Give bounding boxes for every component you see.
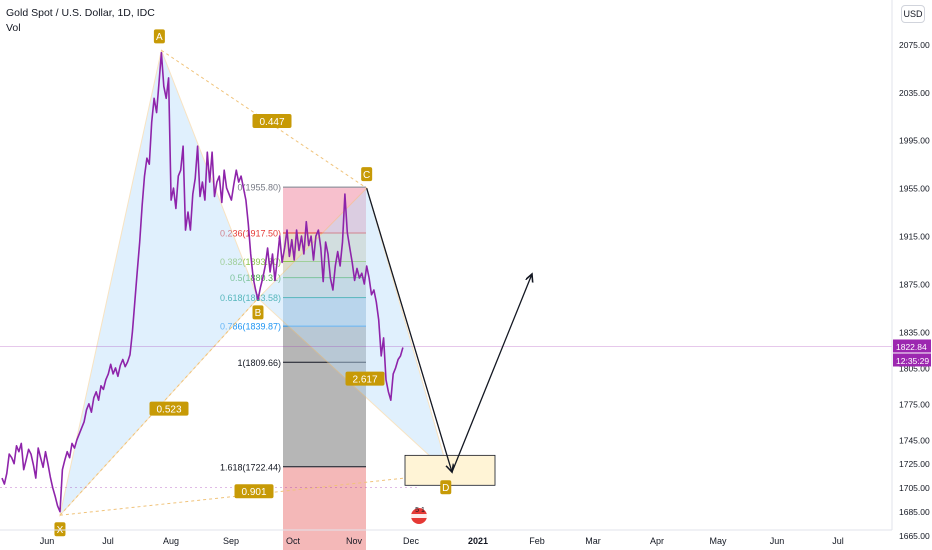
pattern-point-c-bg (361, 167, 373, 182)
price-axis-tick: 1745.00 (899, 435, 930, 445)
pattern-ratio-label-bg (149, 401, 189, 416)
ratio-line-ac (161, 49, 367, 189)
countdown-badge (893, 353, 931, 367)
volume-indicator-label[interactable]: Vol (6, 22, 21, 34)
price-axis-tick: 1995.00 (899, 136, 930, 146)
price-axis-tick: 1775.00 (899, 399, 930, 409)
pattern-ratio-label-bg (252, 114, 292, 129)
pattern-ratio-label: 2.617 (352, 374, 377, 385)
pattern-ratio-label-bg (345, 371, 385, 386)
time-axis-tick: 2021 (468, 536, 488, 546)
last-price-badge (893, 339, 931, 353)
pattern-ratio-label: 0.447 (259, 117, 284, 128)
price-axis-tick: 1915.00 (899, 232, 930, 242)
fib-level-label: 0.786(1839.87) (220, 322, 281, 332)
price-axis-tick: 2035.00 (899, 88, 930, 98)
price-axis-tick: 1955.00 (899, 184, 930, 194)
projection-arrow-down (366, 187, 452, 472)
fib-level-label: 0.382(1893.80) (220, 257, 281, 267)
price-axis-tick: 1835.00 (899, 327, 930, 337)
time-axis-tick: Jul (832, 536, 844, 546)
countdown-label: 12:35:29 (896, 356, 929, 366)
last-price-label: 1822.84 (896, 342, 927, 352)
time-axis-tick: Feb (529, 536, 545, 546)
pattern-ratio-label: 0.901 (241, 487, 266, 498)
fib-band (283, 277, 366, 298)
fib-level-label: 1.618(1722.44) (220, 462, 281, 472)
price-axis-tick: 1705.00 (899, 483, 930, 493)
event-flag-label: 5 1 (415, 507, 425, 514)
fib-level-label: 0.618(1863.58) (220, 293, 281, 303)
time-axis-tick: Jul (102, 536, 114, 546)
pattern-point-x-bg (54, 522, 66, 537)
time-axis-tick: Mar (585, 536, 601, 546)
fib-level-label: 1(1809.66) (237, 358, 281, 368)
price-axis-tick: 1685.00 (899, 507, 930, 517)
pattern-point-d: D (442, 483, 449, 494)
time-axis-tick: Sep (223, 536, 239, 546)
pattern-point-a-bg (153, 29, 165, 44)
projection-arrow-up (451, 274, 532, 473)
event-flag-stripe (411, 514, 427, 518)
ratio-line-xd (59, 472, 449, 516)
symbol-title[interactable]: Gold Spot / U.S. Dollar, 1D, IDC (6, 7, 155, 19)
time-axis-tick: Oct (286, 536, 301, 546)
pattern-point-b-bg (252, 305, 264, 320)
pattern-point-c: C (363, 170, 370, 181)
pattern-point-x: X (57, 525, 64, 536)
price-axis-tick: 1805.00 (899, 363, 930, 373)
time-axis-tick: Aug (163, 536, 179, 546)
time-axis-tick: May (709, 536, 727, 546)
pattern-point-b: B (255, 308, 262, 319)
price-series-line (1, 51, 404, 513)
time-axis-tick: Dec (403, 536, 420, 546)
fib-level-label: 0(1955.80) (237, 183, 281, 193)
fib-band (283, 187, 366, 234)
price-axis-tick: 1665.00 (899, 531, 930, 541)
time-axis-tick: Apr (650, 536, 664, 546)
time-axis-tick: Jun (40, 536, 55, 546)
pattern-xab-triangle (59, 48, 259, 517)
fib-band (283, 297, 366, 327)
currency-button[interactable]: USD (901, 5, 925, 23)
fib-level-label: 0.5(1880.31) (230, 273, 281, 283)
time-axis-tick: Nov (346, 536, 363, 546)
price-axis-tick: 2075.00 (899, 40, 930, 50)
fib-level-label: 0.236(1917.50) (220, 229, 281, 239)
pattern-point-a: A (156, 32, 163, 43)
pattern-point-d-bg (440, 480, 452, 495)
pattern-ratio-label-bg (234, 484, 274, 499)
pattern-ratio-label: 0.523 (156, 404, 181, 415)
price-axis-tick: 1875.00 (899, 279, 930, 289)
time-axis-tick: Jun (770, 536, 785, 546)
chart-legend: Gold Spot / U.S. Dollar, 1D, IDC Vol (6, 6, 155, 36)
price-axis-tick: 1725.00 (899, 459, 930, 469)
risk-zone-lower (283, 467, 366, 550)
